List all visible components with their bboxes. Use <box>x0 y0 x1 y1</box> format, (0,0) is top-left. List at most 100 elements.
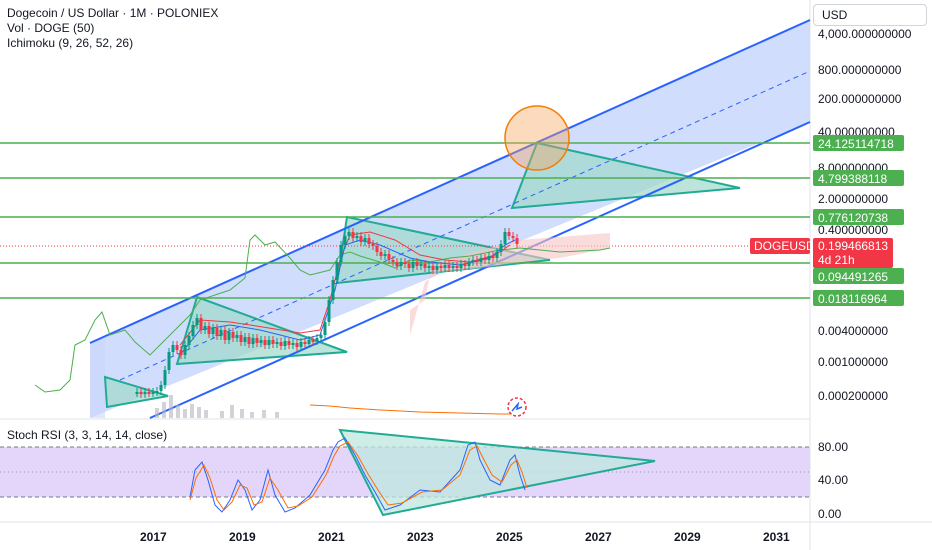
candle-body <box>439 266 443 268</box>
stoch-rsi-k-line <box>189 437 526 513</box>
time-axis-label: 2021 <box>318 530 345 544</box>
price-candles <box>135 228 519 398</box>
candle-body <box>315 338 319 341</box>
candle-body <box>495 252 499 258</box>
ichimoku-conversion-line <box>179 239 516 356</box>
candle-body <box>331 280 335 300</box>
candle-body <box>511 236 515 238</box>
candle-body <box>271 340 275 344</box>
candle-body <box>343 236 347 245</box>
candle-body <box>231 332 235 338</box>
tradingview-ideas-icon[interactable] <box>507 397 527 417</box>
candle-body <box>415 262 419 266</box>
candle-body <box>319 335 323 338</box>
channel-left-shade <box>90 336 105 418</box>
rsi-axis-label: 80.00 <box>818 440 848 454</box>
candle-body <box>403 262 407 264</box>
candle-body <box>219 330 223 336</box>
candle-body <box>335 262 339 280</box>
time-axis-label: 2023 <box>407 530 434 544</box>
candle-body <box>455 266 459 268</box>
candle-body <box>135 392 139 394</box>
candle-body <box>451 266 455 268</box>
volume-legend[interactable]: Vol · DOGE (50) <box>7 21 95 35</box>
candle-body <box>359 236 363 242</box>
symbol-title[interactable]: Dogecoin / US Dollar · 1M · POLONIEX <box>7 6 219 20</box>
volume-ma-line <box>309 404 515 415</box>
channel-lower-line <box>149 121 811 419</box>
candle-body <box>471 260 475 262</box>
candle-body <box>503 232 507 244</box>
stoch-rsi-legend[interactable]: Stoch RSI (3, 3, 14, 14, close) <box>7 428 168 442</box>
candle-body <box>399 262 403 266</box>
candle-body <box>163 370 167 385</box>
price-axis-label: 4,000.000000000 <box>818 27 912 41</box>
candle-body <box>223 330 227 340</box>
candle-body <box>487 256 491 260</box>
candle-body <box>239 335 243 342</box>
target-circle-marker <box>504 105 570 171</box>
level-tag: 4.799388118 <box>818 172 888 186</box>
candle-body <box>199 318 203 330</box>
candle-body <box>243 337 247 342</box>
candle-body <box>395 262 399 266</box>
price-axis-label: 0.004000000 <box>818 324 888 338</box>
candle-body <box>211 328 215 334</box>
candle-body <box>387 254 391 260</box>
level-tag: 0.018116964 <box>818 292 888 306</box>
candle-body <box>203 326 207 330</box>
candle-body <box>207 326 211 334</box>
candle-body <box>479 258 483 262</box>
time-axis[interactable]: 2017 2019 2021 2023 2025 2027 2029 2031 <box>140 530 790 544</box>
candle-body <box>379 252 383 256</box>
bar-countdown: 4d 21h <box>818 253 855 267</box>
candle-body <box>159 385 163 391</box>
candle-body <box>351 232 355 238</box>
candle-body <box>383 254 387 256</box>
ichimoku-cloud <box>410 233 610 335</box>
ichimoku-legend[interactable]: Ichimoku (9, 26, 52, 26) <box>7 36 134 50</box>
candle-body <box>171 345 175 352</box>
candle-body <box>255 338 259 343</box>
candle-body <box>195 318 199 325</box>
candle-body <box>431 266 435 270</box>
candle-body <box>435 266 439 270</box>
volume-bars <box>155 395 279 418</box>
candle-body <box>507 232 511 236</box>
price-axis-label: 0.400000000 <box>818 223 888 237</box>
candle-body <box>423 264 427 268</box>
currency-selector[interactable]: USD <box>813 4 927 26</box>
candle-body <box>323 322 327 335</box>
candle-body <box>339 245 343 262</box>
price-axis-label: 800.000000000 <box>818 63 902 77</box>
triangle-projection <box>510 141 741 210</box>
candle-body <box>191 325 195 336</box>
time-axis-label: 2019 <box>229 530 256 544</box>
candle-body <box>235 335 239 338</box>
channel-mid-line <box>119 70 811 381</box>
ichimoku-lagging-span <box>34 234 611 393</box>
time-axis-label: 2017 <box>140 530 167 544</box>
candle-body <box>391 260 395 262</box>
candle-body <box>427 266 431 268</box>
price-axis-label: 0.001000000 <box>818 355 888 369</box>
candle-body <box>419 264 423 266</box>
candle-body <box>279 342 283 346</box>
candle-body <box>187 336 191 345</box>
candle-body <box>371 244 375 246</box>
candle-body <box>179 350 183 355</box>
symbol-price-tag: DOGEUSD 0.199466813 4d 21h <box>750 238 893 268</box>
main-legend: Dogecoin / US Dollar · 1M · POLONIEX Vol… <box>7 6 218 51</box>
candle-body <box>267 340 271 345</box>
candle-body <box>175 345 179 350</box>
time-axis-label: 2029 <box>674 530 701 544</box>
time-axis-label: 2031 <box>763 530 790 544</box>
candle-body <box>411 262 415 268</box>
candle-body <box>483 258 487 260</box>
candle-body <box>463 264 467 266</box>
channel-upper-line <box>89 19 811 344</box>
candle-body <box>307 340 311 344</box>
stoch-rsi-d-line <box>189 441 528 511</box>
candle-body <box>295 343 299 347</box>
